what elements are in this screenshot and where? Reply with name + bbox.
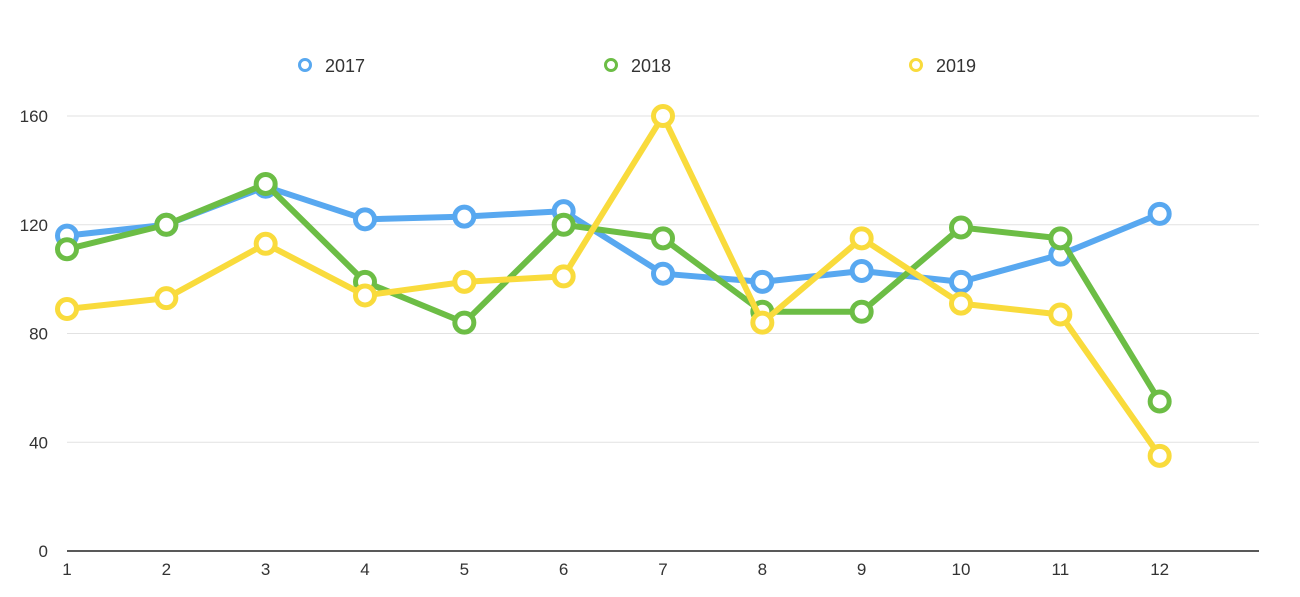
x-tick-label: 3 <box>261 560 270 579</box>
x-tick-label: 10 <box>952 560 971 579</box>
y-tick-label: 120 <box>20 216 48 235</box>
y-tick-label: 160 <box>20 107 48 126</box>
data-point <box>949 269 973 294</box>
series-2018 <box>55 171 1172 414</box>
x-tick-label: 9 <box>857 560 866 579</box>
series-lines <box>55 104 1172 468</box>
data-point <box>55 237 79 262</box>
y-tick-label: 80 <box>29 325 48 344</box>
data-point <box>55 297 79 322</box>
legend-marker-2018 <box>604 58 618 72</box>
x-tick-label: 8 <box>758 560 767 579</box>
data-point <box>452 269 477 294</box>
data-point <box>651 261 675 286</box>
legend-label-2019: 2019 <box>936 56 976 76</box>
x-tick-label: 12 <box>1150 560 1169 579</box>
data-point <box>253 171 278 196</box>
data-point <box>849 258 874 283</box>
data-point <box>1147 443 1172 468</box>
data-point <box>1048 226 1073 251</box>
data-point <box>750 269 775 294</box>
data-point <box>849 226 874 251</box>
series-line-2018 <box>66 180 1163 404</box>
x-tick-label: 4 <box>360 560 369 579</box>
x-tick-label: 2 <box>162 560 171 579</box>
x-axis: 1 2 3 4 5 6 7 8 9 10 11 12 <box>62 550 1259 579</box>
data-point <box>1048 302 1073 327</box>
data-point <box>452 310 477 335</box>
data-point <box>154 212 179 237</box>
x-tick-label: 1 <box>62 560 71 579</box>
data-point <box>551 264 576 289</box>
y-tick-label: 0 <box>39 542 48 561</box>
data-point <box>253 231 278 256</box>
data-point <box>949 291 973 316</box>
data-point <box>750 310 775 335</box>
y-axis: 0 40 80 120 160 <box>20 107 48 561</box>
y-tick-label: 40 <box>29 433 48 452</box>
data-point <box>154 286 179 311</box>
x-tick-label: 11 <box>1052 560 1070 579</box>
data-point <box>651 104 675 128</box>
data-point <box>651 226 675 251</box>
data-point <box>949 215 973 240</box>
series-line-2019 <box>66 113 1163 458</box>
legend-label-2018: 2018 <box>631 56 671 76</box>
data-point <box>452 204 477 229</box>
x-tick-label: 7 <box>658 560 667 579</box>
legend-marker-2017 <box>298 58 312 72</box>
legend-label-2017: 2017 <box>325 56 365 76</box>
data-point <box>1147 389 1172 414</box>
legend: 2017 2018 2019 <box>298 56 976 76</box>
data-point <box>849 299 874 324</box>
data-point <box>551 212 576 237</box>
series-2019 <box>55 104 1172 468</box>
data-point <box>1147 201 1172 226</box>
data-point <box>353 283 377 308</box>
x-tick-label: 6 <box>559 560 568 579</box>
legend-marker-2019 <box>909 58 923 72</box>
data-point <box>353 207 377 232</box>
x-tick-label: 5 <box>460 560 469 579</box>
